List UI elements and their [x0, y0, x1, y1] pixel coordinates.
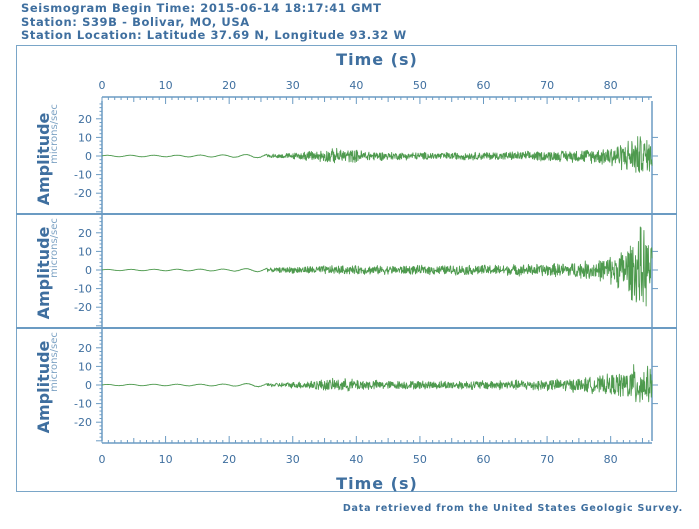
y-axis-label: Amplitude — [34, 112, 53, 205]
y-tick-label: -10 — [74, 283, 92, 296]
y-tick-label: -10 — [74, 169, 92, 182]
seismogram-begin-time: Seismogram Begin Time: 2015-06-14 18:17:… — [21, 1, 382, 15]
y-tick-label: 20 — [78, 342, 92, 355]
x-tick-label-bottom: 60 — [477, 453, 491, 466]
x-tick-label-bottom: 30 — [286, 453, 300, 466]
x-tick-label-top: 20 — [222, 79, 236, 92]
x-tick-label-top: 50 — [413, 79, 427, 92]
data-credit: Data retrieved from the United States Ge… — [342, 503, 683, 514]
y-tick-label: -20 — [74, 187, 92, 200]
y-tick-label: -10 — [74, 398, 92, 411]
x-tick-label-bottom: 20 — [222, 453, 236, 466]
y-tick-label: 0 — [85, 150, 92, 163]
y-tick-label: 10 — [78, 360, 92, 373]
x-tick-label-top: 60 — [477, 79, 491, 92]
y-axis-unit: microns/sec — [49, 332, 60, 392]
y-tick-label: 0 — [85, 264, 92, 277]
y-tick-label: -20 — [74, 416, 92, 429]
x-tick-label-top: 0 — [99, 79, 106, 92]
y-tick-label: 20 — [78, 227, 92, 240]
y-axis-unit: microns/sec — [49, 104, 60, 164]
station-name: Station: S39B - Bolivar, MO, USA — [21, 15, 250, 29]
y-tick-label: 0 — [85, 379, 92, 392]
y-tick-label: -20 — [74, 301, 92, 314]
seismogram-trace-3 — [101, 364, 653, 403]
x-axis-title-bottom: Time (s) — [336, 474, 418, 493]
x-tick-label-top: 30 — [286, 79, 300, 92]
y-axis-unit: microns/sec — [49, 218, 60, 278]
x-tick-label-bottom: 50 — [413, 453, 427, 466]
chart-frame — [16, 45, 677, 492]
seismogram-trace-1 — [101, 136, 653, 173]
x-tick-label-top: 80 — [604, 79, 618, 92]
y-tick-label: 20 — [78, 113, 92, 126]
station-location: Station Location: Latitude 37.69 N, Long… — [21, 28, 407, 42]
x-tick-label-bottom: 70 — [540, 453, 554, 466]
y-tick-label: 10 — [78, 245, 92, 258]
y-tick-label: 10 — [78, 131, 92, 144]
x-tick-label-bottom: 40 — [349, 453, 363, 466]
x-tick-label-bottom: 10 — [159, 453, 173, 466]
x-tick-label-bottom: 80 — [604, 453, 618, 466]
x-tick-label-bottom: 0 — [99, 453, 106, 466]
x-tick-label-top: 10 — [159, 79, 173, 92]
y-axis-label: Amplitude — [34, 226, 53, 319]
x-tick-label-top: 40 — [349, 79, 363, 92]
x-tick-label-top: 70 — [540, 79, 554, 92]
seismogram-trace-2 — [101, 226, 653, 307]
y-axis-label: Amplitude — [34, 340, 53, 433]
x-axis-title-top: Time (s) — [336, 50, 418, 69]
